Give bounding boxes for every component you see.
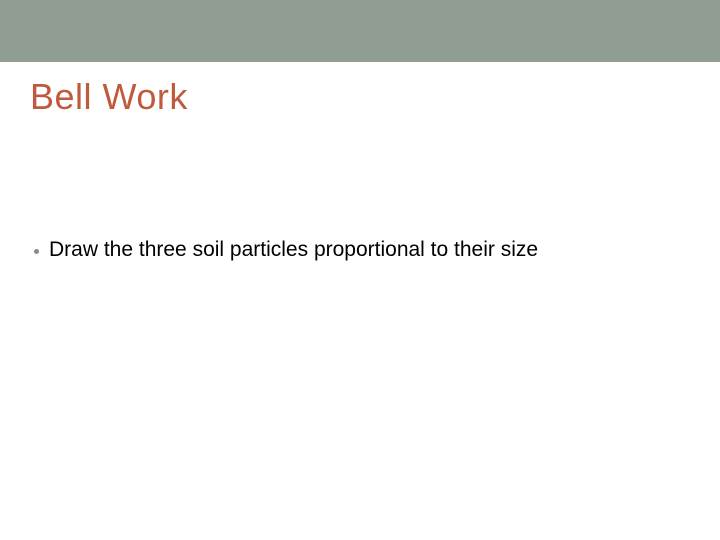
header-band xyxy=(0,0,720,62)
slide-content: Bell Work Draw the three soil particles … xyxy=(0,62,720,262)
bullet-text: Draw the three soil particles proportion… xyxy=(49,238,538,262)
list-item: Draw the three soil particles proportion… xyxy=(34,238,690,262)
slide-title: Bell Work xyxy=(30,76,690,118)
bullet-icon xyxy=(34,249,39,254)
bullet-list: Draw the three soil particles proportion… xyxy=(30,238,690,262)
